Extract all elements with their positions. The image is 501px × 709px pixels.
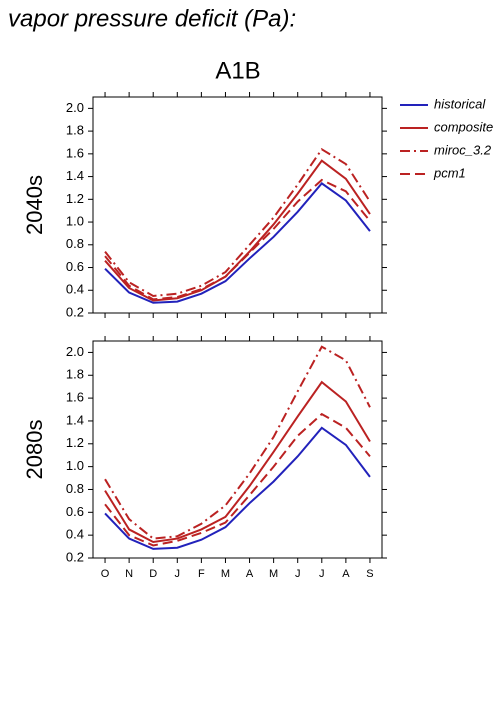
y-tick-label: 1.6: [66, 390, 84, 405]
x-tick-label: N: [125, 568, 133, 580]
legend-label: pcm1: [433, 165, 466, 180]
series-line: [104, 380, 371, 544]
legend-label: composite: [434, 119, 493, 134]
y-tick-label: 1.0: [66, 458, 84, 473]
plot-frame: [92, 96, 383, 314]
y-tick-label: 1.4: [66, 168, 84, 183]
y-tick-label: 0.6: [66, 504, 84, 519]
x-tick-label: J: [319, 568, 325, 580]
y-tick-label: 0.2: [66, 549, 84, 564]
y-tick-label: 1.6: [66, 145, 84, 160]
y-tick-label: 1.4: [66, 412, 84, 427]
series-line: [104, 412, 371, 547]
y-tick-label: 0.4: [66, 527, 84, 542]
x-tick-label: O: [101, 568, 110, 580]
series-line: [104, 159, 371, 302]
x-tick-label: J: [175, 568, 181, 580]
y-axis-label: 2080s: [22, 420, 47, 480]
y-tick-label: 2.0: [66, 100, 84, 115]
x-tick-label: A: [246, 568, 254, 580]
y-tick-label: 0.2: [66, 304, 84, 319]
y-tick-label: 0.8: [66, 236, 84, 251]
y-axis-label: 2040s: [22, 175, 47, 235]
series-line: [104, 426, 371, 550]
x-tick-label: M: [221, 568, 230, 580]
y-tick-label: 1.2: [66, 435, 84, 450]
series-line: [104, 178, 371, 301]
legend-label: miroc_3.2: [434, 142, 492, 157]
y-tick-label: 0.4: [66, 282, 84, 297]
x-tick-label: D: [149, 568, 157, 580]
series-line: [104, 147, 371, 297]
chart-subtitle: A1B: [215, 57, 260, 84]
x-tick-label: A: [342, 568, 350, 580]
page-title: vapor pressure deficit (Pa):: [8, 5, 296, 32]
y-tick-label: 0.6: [66, 259, 84, 274]
series-line: [104, 345, 371, 540]
y-tick-label: 1.0: [66, 213, 84, 228]
y-tick-label: 0.8: [66, 481, 84, 496]
series-line: [104, 182, 371, 304]
y-tick-label: 1.2: [66, 191, 84, 206]
y-tick-label: 1.8: [66, 123, 84, 138]
x-tick-label: M: [269, 568, 278, 580]
plot-frame: [92, 340, 383, 559]
x-tick-label: F: [198, 568, 205, 580]
x-tick-label: S: [366, 568, 373, 580]
x-tick-label: J: [295, 568, 301, 580]
y-tick-label: 1.8: [66, 367, 84, 382]
legend-label: historical: [434, 96, 486, 111]
y-tick-label: 2.0: [66, 344, 84, 359]
